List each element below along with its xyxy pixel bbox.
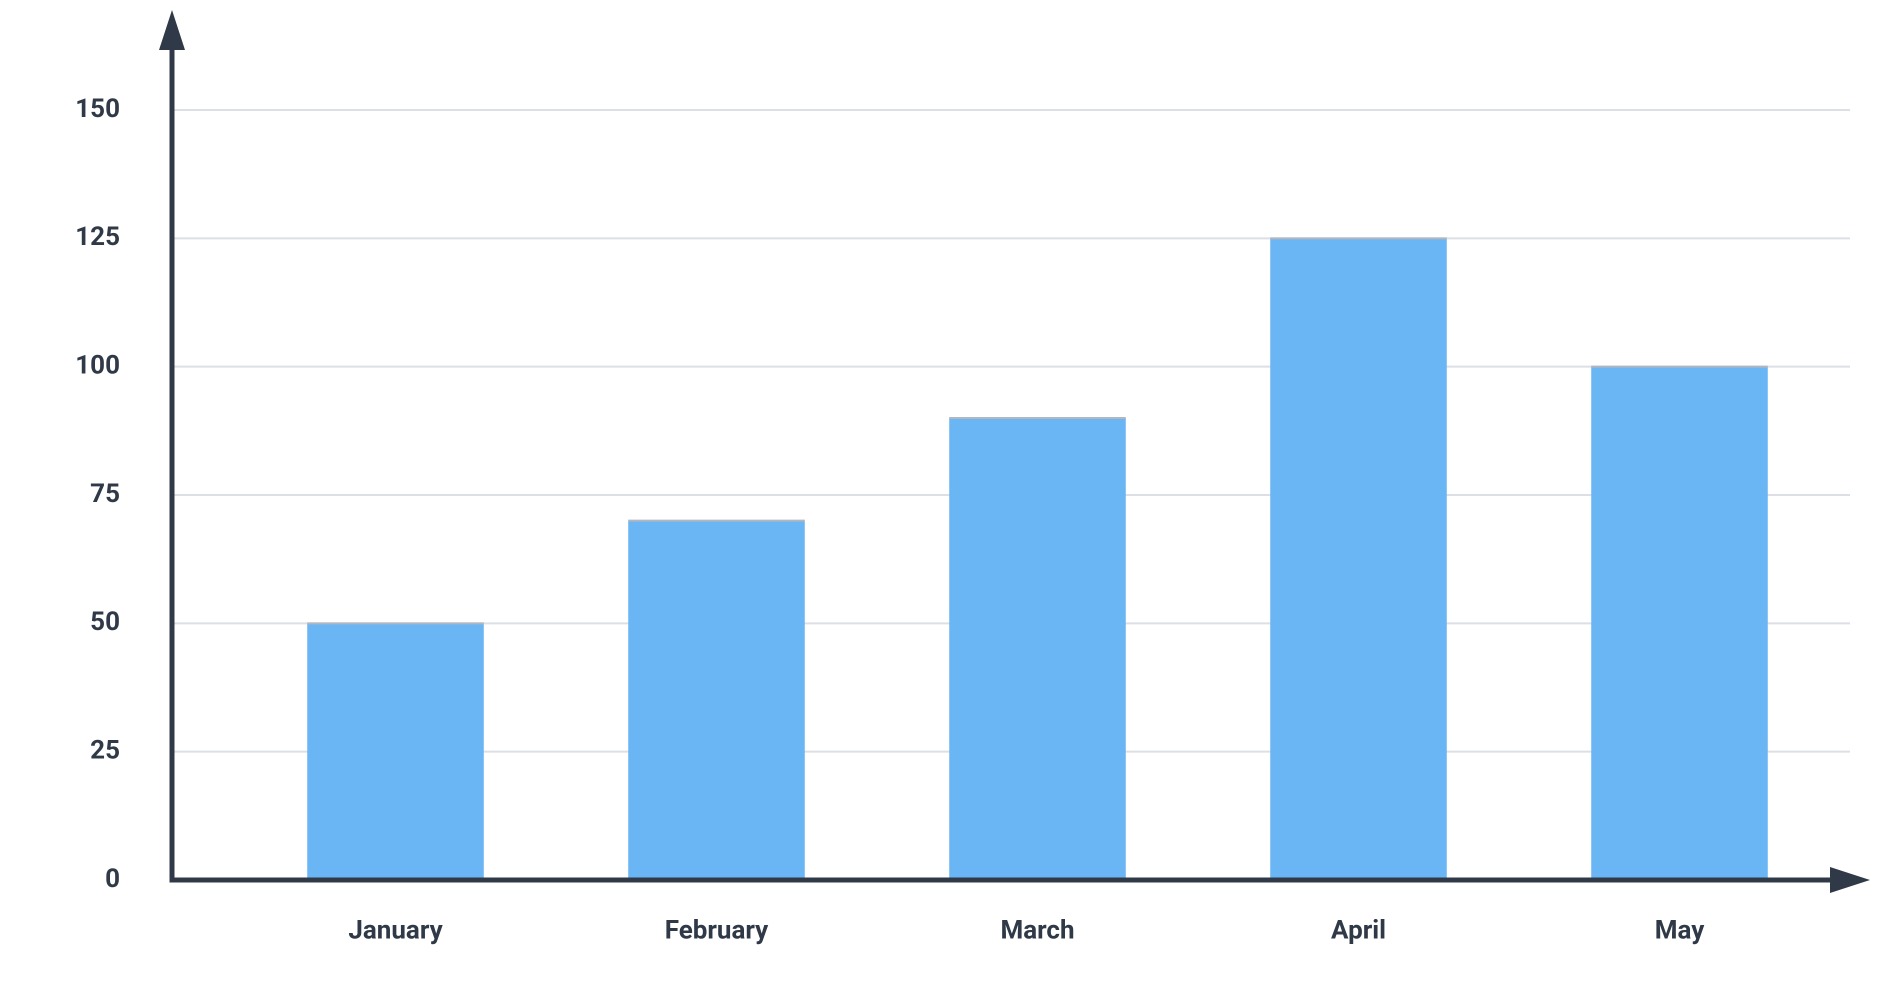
bar-chart: 0 25 50 75 100 125 150 January February March Apri… <box>0 0 1883 987</box>
bar <box>307 623 484 880</box>
y-tick-label: 125 <box>75 222 120 252</box>
x-tick-label: April <box>1331 915 1386 945</box>
x-tick-label: March <box>1000 915 1074 945</box>
x-tick-label: May <box>1655 915 1705 945</box>
y-tick-label: 0 <box>105 864 120 894</box>
bar <box>628 521 805 880</box>
y-tick-label: 50 <box>90 607 120 637</box>
y-tick-label: 75 <box>90 479 120 509</box>
y-tick-label: 150 <box>75 94 120 124</box>
x-tick-label: February <box>665 915 769 945</box>
x-axis-arrowhead <box>1830 867 1870 893</box>
x-tick-label: January <box>348 915 443 945</box>
y-tick-label: 25 <box>90 736 120 766</box>
bar <box>1591 367 1768 880</box>
y-tick-label: 100 <box>75 351 120 381</box>
bar <box>949 418 1126 880</box>
bar <box>1270 238 1447 880</box>
y-axis-arrowhead <box>159 10 185 50</box>
